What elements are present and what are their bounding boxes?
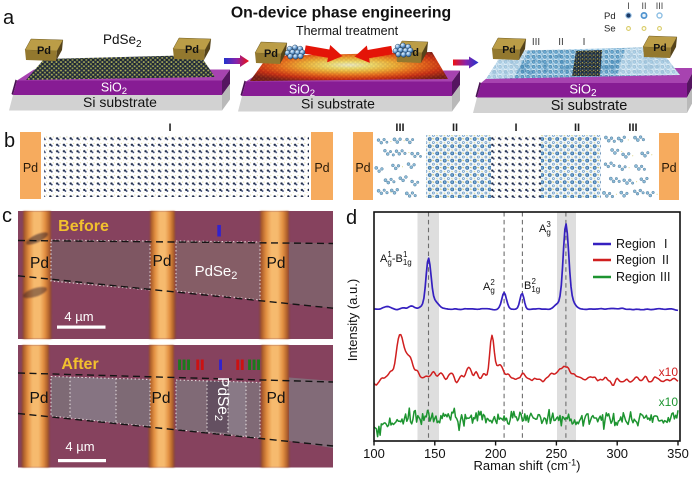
svg-text:150: 150 <box>424 446 446 461</box>
svg-text:100: 100 <box>363 446 385 461</box>
svg-text:Si substrate: Si substrate <box>551 98 628 114</box>
svg-text:PdSe2: PdSe2 <box>212 377 231 421</box>
svg-text:II: II <box>641 1 646 11</box>
svg-text:Pd: Pd <box>314 161 329 175</box>
svg-text:4 µm: 4 µm <box>64 309 93 324</box>
svg-text:Region: Region <box>616 270 656 284</box>
svg-text:d: d <box>346 207 357 229</box>
svg-text:Pd: Pd <box>653 42 666 54</box>
svg-text:On-device phase engineering: On-device phase engineering <box>231 5 451 22</box>
svg-text:Thermal treatment: Thermal treatment <box>296 24 399 38</box>
svg-text:Ag3: Ag3 <box>539 220 551 237</box>
svg-text:Region: Region <box>616 253 656 267</box>
svg-text:c: c <box>2 205 12 227</box>
svg-text:PdSe2: PdSe2 <box>195 263 238 282</box>
svg-text:Pd: Pd <box>30 390 49 407</box>
svg-text:After: After <box>61 356 98 373</box>
svg-text:I: I <box>627 1 630 11</box>
svg-text:Before: Before <box>58 218 109 235</box>
svg-text:III: III <box>660 270 670 284</box>
svg-text:I: I <box>583 37 586 48</box>
svg-text:II: II <box>662 253 669 267</box>
svg-text:II: II <box>574 122 580 134</box>
svg-text:300: 300 <box>606 446 628 461</box>
svg-text:Pd: Pd <box>185 44 199 56</box>
svg-text:Ag2: Ag2 <box>483 278 495 295</box>
svg-text:III: III <box>656 1 664 11</box>
svg-text:Pd: Pd <box>30 255 49 272</box>
svg-text:I: I <box>168 122 171 134</box>
svg-text:Pd: Pd <box>152 390 171 407</box>
svg-text:Raman shift (cm-1): Raman shift (cm-1) <box>474 458 581 474</box>
svg-text:250: 250 <box>546 446 568 461</box>
svg-text:Pd: Pd <box>37 45 51 57</box>
svg-text:Pd: Pd <box>264 48 278 60</box>
svg-text:Region: Region <box>616 237 656 251</box>
svg-text:I: I <box>514 122 517 134</box>
svg-text:SiO2: SiO2 <box>289 83 315 100</box>
svg-text:III: III <box>395 122 404 134</box>
svg-text:II: II <box>558 37 564 48</box>
svg-text:Pd: Pd <box>502 44 515 56</box>
svg-text:Pd: Pd <box>153 253 172 270</box>
svg-text:Pd: Pd <box>604 11 616 22</box>
svg-text:4 µm: 4 µm <box>65 439 94 454</box>
svg-text:b: b <box>4 130 15 152</box>
svg-text:B1g2: B1g2 <box>524 277 540 294</box>
svg-text:PdSe2: PdSe2 <box>103 32 142 50</box>
svg-text:Pd: Pd <box>661 161 676 175</box>
svg-text:I: I <box>664 237 667 251</box>
svg-text:Ag1-B1g1: Ag1-B1g1 <box>380 250 412 267</box>
svg-text:Si substrate: Si substrate <box>301 96 375 112</box>
svg-text:Pd: Pd <box>267 255 286 272</box>
svg-text:a: a <box>3 7 15 29</box>
svg-text:SiO2: SiO2 <box>569 82 597 100</box>
svg-text:350: 350 <box>667 446 689 461</box>
svg-text:Pd: Pd <box>267 390 286 407</box>
svg-text:x10: x10 <box>659 395 679 409</box>
svg-text:III: III <box>628 122 637 134</box>
svg-text:Pd: Pd <box>23 161 38 175</box>
svg-text:II: II <box>452 122 458 134</box>
svg-text:Intensity (a.u.): Intensity (a.u.) <box>345 279 360 361</box>
svg-text:Si substrate: Si substrate <box>83 94 157 110</box>
svg-text:Pd: Pd <box>355 161 370 175</box>
svg-text:Se: Se <box>604 24 616 35</box>
svg-text:x10: x10 <box>659 365 679 379</box>
svg-text:III: III <box>532 37 540 48</box>
svg-text:200: 200 <box>485 446 507 461</box>
svg-text:SiO2: SiO2 <box>101 81 127 98</box>
